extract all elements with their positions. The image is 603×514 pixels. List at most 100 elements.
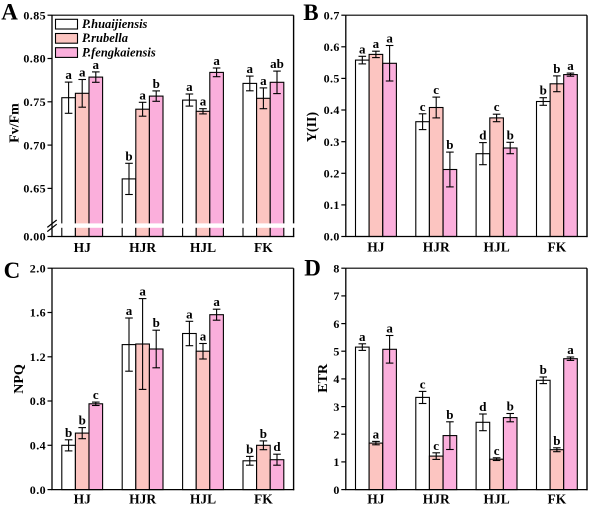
- svg-text:B: B: [303, 0, 318, 25]
- svg-text:3: 3: [333, 400, 339, 414]
- svg-text:HJL: HJL: [483, 240, 509, 255]
- svg-text:FK: FK: [254, 492, 273, 507]
- svg-text:d: d: [479, 128, 487, 143]
- svg-text:b: b: [65, 425, 72, 440]
- svg-text:HJR: HJR: [423, 240, 450, 255]
- svg-text:HJ: HJ: [74, 240, 92, 255]
- svg-text:2: 2: [333, 427, 339, 441]
- svg-text:c: c: [433, 82, 439, 97]
- svg-text:0.70: 0.70: [23, 138, 46, 152]
- svg-text:ab: ab: [270, 56, 284, 71]
- svg-text:HJR: HJR: [423, 492, 450, 507]
- svg-text:0.4: 0.4: [30, 439, 46, 453]
- svg-text:HJ: HJ: [74, 492, 92, 507]
- svg-text:b: b: [553, 61, 560, 76]
- svg-text:a: a: [186, 79, 193, 94]
- svg-text:a: a: [139, 284, 146, 299]
- svg-text:b: b: [446, 137, 453, 152]
- svg-text:a: a: [213, 294, 220, 309]
- svg-text:1.2: 1.2: [30, 350, 46, 364]
- svg-text:a: a: [567, 342, 574, 357]
- svg-text:HJL: HJL: [190, 240, 216, 255]
- svg-text:b: b: [446, 407, 453, 422]
- svg-text:0.75: 0.75: [23, 95, 46, 109]
- svg-text:P.rubella: P.rubella: [82, 31, 128, 45]
- svg-text:0.8: 0.8: [30, 394, 46, 408]
- svg-text:1: 1: [333, 455, 339, 469]
- svg-text:HJR: HJR: [129, 240, 156, 255]
- svg-text:Fv/Fm: Fv/Fm: [7, 103, 22, 143]
- svg-text:c: c: [420, 376, 426, 391]
- svg-text:a: a: [139, 87, 146, 102]
- svg-text:0.6: 0.6: [324, 40, 340, 54]
- svg-text:b: b: [153, 76, 160, 91]
- svg-text:5: 5: [333, 344, 339, 358]
- svg-text:a: a: [386, 31, 393, 46]
- svg-text:b: b: [540, 83, 547, 98]
- svg-text:FK: FK: [548, 240, 567, 255]
- svg-text:d: d: [479, 399, 487, 414]
- svg-text:HJL: HJL: [483, 492, 509, 507]
- svg-text:0.80: 0.80: [23, 52, 46, 66]
- svg-text:2.0: 2.0: [30, 261, 46, 275]
- svg-text:4: 4: [333, 372, 339, 386]
- svg-text:Y(II): Y(II): [305, 112, 320, 143]
- svg-text:a: a: [200, 329, 207, 344]
- svg-text:0.65: 0.65: [23, 182, 46, 196]
- svg-text:a: a: [386, 321, 393, 336]
- svg-text:0.2: 0.2: [324, 167, 340, 181]
- svg-text:a: a: [260, 73, 267, 88]
- svg-text:0.4: 0.4: [324, 103, 340, 117]
- svg-text:a: a: [373, 36, 380, 51]
- svg-text:a: a: [126, 303, 133, 318]
- svg-text:P.huaijiensis: P.huaijiensis: [82, 17, 148, 31]
- svg-text:0.0: 0.0: [324, 230, 340, 244]
- svg-text:0.00: 0.00: [23, 230, 46, 244]
- svg-text:b: b: [246, 441, 253, 456]
- svg-text:a: a: [247, 61, 254, 76]
- svg-text:HJ: HJ: [367, 492, 385, 507]
- svg-text:0.85: 0.85: [23, 8, 46, 22]
- svg-text:b: b: [153, 315, 160, 330]
- svg-text:FK: FK: [548, 492, 567, 507]
- svg-text:b: b: [540, 362, 547, 377]
- svg-text:b: b: [507, 399, 514, 414]
- svg-text:c: c: [494, 443, 500, 458]
- svg-text:c: c: [433, 438, 439, 453]
- svg-text:c: c: [420, 99, 426, 114]
- svg-text:0: 0: [333, 483, 339, 497]
- svg-text:0.5: 0.5: [324, 72, 340, 86]
- svg-text:0.1: 0.1: [324, 198, 340, 212]
- svg-text:6: 6: [333, 317, 339, 331]
- svg-text:c: c: [93, 387, 99, 402]
- svg-text:a: a: [373, 426, 380, 441]
- svg-text:8: 8: [333, 261, 339, 275]
- svg-text:NPQ: NPQ: [12, 364, 27, 394]
- svg-text:C: C: [4, 258, 21, 283]
- svg-text:a: a: [93, 57, 100, 72]
- svg-text:a: a: [359, 41, 366, 56]
- svg-text:a: a: [79, 65, 86, 80]
- svg-text:P.fengkaiensis: P.fengkaiensis: [82, 45, 156, 59]
- svg-text:b: b: [553, 433, 560, 448]
- svg-text:b: b: [507, 127, 514, 142]
- svg-text:HJR: HJR: [129, 492, 156, 507]
- svg-text:FK: FK: [254, 240, 273, 255]
- svg-text:0.3: 0.3: [324, 135, 340, 149]
- svg-text:1.6: 1.6: [30, 306, 46, 320]
- svg-text:b: b: [79, 413, 86, 428]
- svg-text:c: c: [494, 99, 500, 114]
- svg-text:b: b: [260, 426, 267, 441]
- svg-text:a: a: [359, 329, 366, 344]
- svg-text:d: d: [273, 439, 281, 454]
- svg-text:a: a: [65, 67, 72, 82]
- svg-text:0.0: 0.0: [30, 483, 46, 497]
- svg-text:a: a: [213, 53, 220, 68]
- svg-text:ETR: ETR: [316, 363, 331, 393]
- svg-text:7: 7: [333, 289, 339, 303]
- svg-text:b: b: [125, 148, 132, 163]
- svg-text:HJ: HJ: [367, 240, 385, 255]
- svg-text:a: a: [200, 94, 207, 109]
- svg-text:D: D: [304, 255, 321, 280]
- svg-text:A: A: [1, 0, 18, 24]
